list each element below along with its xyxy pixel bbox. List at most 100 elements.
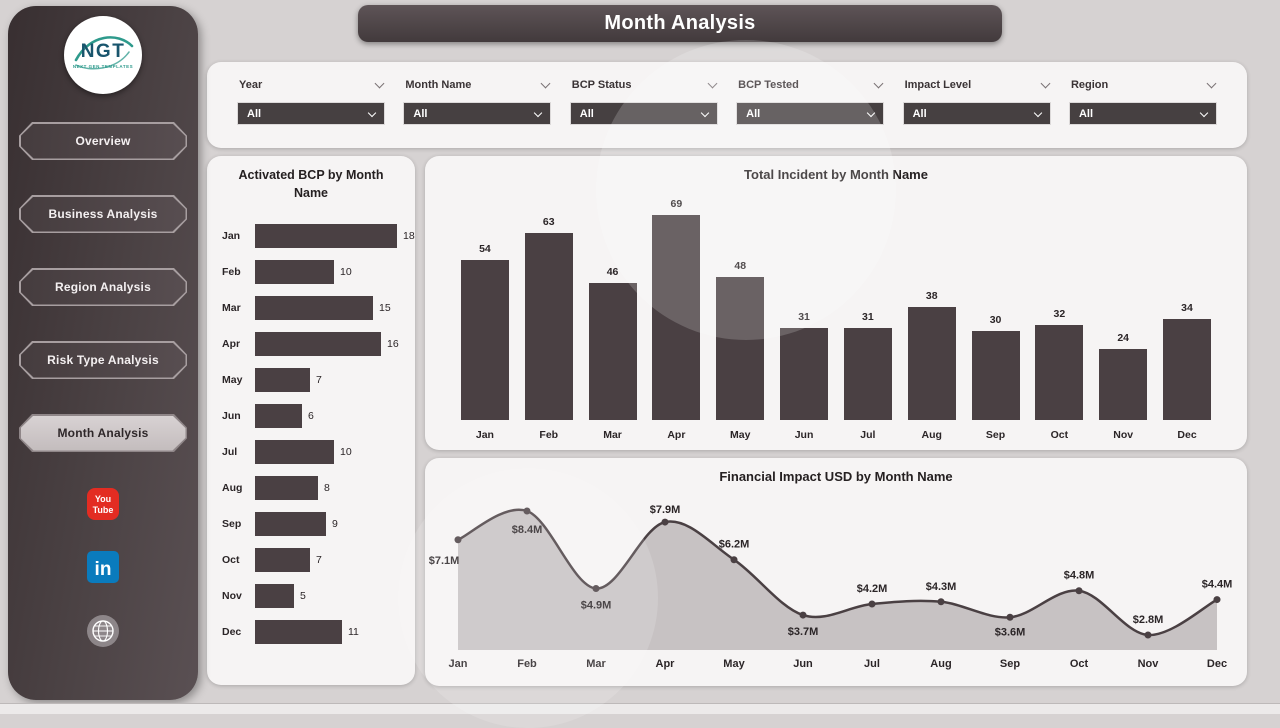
bar[interactable] — [255, 512, 326, 536]
youtube-link[interactable]: You Tube — [86, 487, 120, 521]
value-label: 46 — [606, 266, 619, 278]
filter-dropdown-bcp-status[interactable]: All — [569, 102, 718, 125]
bar[interactable] — [843, 328, 892, 420]
activated-bcp-chart: Jan 18 Feb 10 Mar 15 Apr 16 May 7 Jun 6 Jul 10 Aug 8 Sep… — [207, 202, 415, 644]
total-incident-title: Total Incident by Month Name — [744, 167, 928, 182]
svg-text:in: in — [95, 559, 112, 580]
data-point[interactable] — [523, 507, 531, 515]
sidebar-item-label: Risk Type Analysis — [47, 353, 159, 367]
bar[interactable] — [255, 584, 294, 608]
value-label: $2.8M — [1133, 614, 1164, 626]
bar[interactable] — [588, 283, 637, 420]
data-point[interactable] — [592, 585, 600, 592]
sidebar-item-label: Business Analysis — [48, 207, 158, 221]
category-label: Jan — [449, 658, 468, 670]
value-label: 10 — [340, 266, 352, 278]
chevron-down-icon — [1040, 78, 1051, 88]
bar[interactable] — [1163, 319, 1212, 420]
data-point[interactable] — [799, 611, 807, 619]
bar[interactable] — [255, 224, 397, 248]
activated-bcp-title: Activated BCP by Month Name — [238, 168, 384, 200]
data-point[interactable] — [1213, 596, 1221, 604]
value-label: $3.6M — [995, 626, 1026, 638]
bar[interactable] — [652, 215, 701, 420]
filter-header: Region — [1069, 77, 1217, 93]
bar[interactable] — [255, 368, 310, 392]
bar[interactable] — [255, 548, 310, 572]
value-label: 69 — [670, 198, 683, 210]
bar[interactable] — [780, 328, 829, 420]
bar[interactable] — [255, 296, 373, 320]
column-slot: 32 Oct — [1027, 190, 1091, 442]
filter-header: BCP Tested — [736, 77, 884, 93]
bar[interactable] — [1035, 325, 1084, 420]
filter-header: Impact Level — [903, 77, 1051, 93]
category-label: Jan — [475, 429, 494, 441]
social-links: You Tube in — [8, 487, 198, 649]
data-point[interactable] — [1006, 613, 1014, 621]
filter-month-name: Month Name All — [403, 77, 552, 148]
category-label: Oct — [1070, 658, 1089, 670]
category-label: Jul — [222, 446, 238, 458]
data-point[interactable] — [730, 556, 738, 564]
bar[interactable] — [255, 404, 302, 428]
filter-bcp-status: BCP Status All — [569, 77, 718, 148]
ngt-logo: NGT NEXT GEN TEMPLATES — [64, 16, 142, 94]
sidebar-item-overview[interactable]: Overview — [19, 122, 187, 160]
bar[interactable] — [255, 332, 381, 356]
sidebar-item-risk-type-analysis[interactable]: Risk Type Analysis — [19, 341, 187, 379]
bar[interactable] — [716, 277, 765, 420]
category-label: Mar — [586, 658, 606, 670]
category-label: May — [222, 374, 243, 386]
bar-row: Mar 15 — [222, 296, 407, 320]
value-label: $4.8M — [1064, 570, 1095, 582]
filter-label: Impact Level — [904, 79, 972, 91]
value-label: 9 — [332, 518, 338, 530]
category-label: Jun — [794, 429, 814, 441]
value-label: 8 — [324, 482, 330, 494]
filter-dropdown-year[interactable]: All — [237, 102, 385, 125]
sidebar-item-label: Overview — [75, 134, 131, 148]
data-point[interactable] — [937, 598, 945, 606]
financial-impact-panel: Financial Impact USD by Month Name $7.1M… — [425, 458, 1247, 686]
filter-selected-value: All — [1078, 107, 1094, 120]
svg-text:Tube: Tube — [93, 505, 114, 515]
bar[interactable] — [1099, 349, 1148, 420]
sidebar-item-month-analysis[interactable]: Month Analysis — [19, 414, 187, 452]
category-label: Mar — [603, 429, 622, 441]
filter-dropdown-impact-level[interactable]: All — [902, 102, 1051, 125]
bar[interactable] — [460, 260, 509, 420]
bar[interactable] — [907, 307, 956, 420]
data-point[interactable] — [454, 536, 462, 544]
value-label: 32 — [1053, 308, 1066, 320]
value-label: $4.4M — [1202, 579, 1233, 591]
svg-text:You: You — [95, 494, 111, 504]
data-point[interactable] — [868, 600, 876, 608]
value-label: 34 — [1181, 302, 1193, 314]
bar[interactable] — [255, 620, 342, 644]
linkedin-link[interactable]: in — [86, 550, 120, 584]
filter-dropdown-bcp-tested[interactable]: All — [736, 102, 885, 125]
financial-impact-chart: $7.1M Jan $8.4M Feb $4.9M Mar $7.9M Apr $6.2M May… — [429, 504, 1233, 670]
value-label: 7 — [316, 374, 322, 386]
data-point[interactable] — [1075, 587, 1083, 595]
bar[interactable] — [971, 331, 1020, 420]
data-point[interactable] — [661, 518, 669, 526]
category-label: Apr — [667, 429, 686, 441]
linkedin-icon: in — [87, 551, 119, 583]
value-label: 48 — [734, 260, 747, 272]
filter-dropdown-month-name[interactable]: All — [403, 102, 552, 125]
nav-button-face: Overview — [21, 124, 186, 159]
logo-text: NGT — [80, 41, 126, 62]
sidebar-item-business-analysis[interactable]: Business Analysis — [19, 195, 187, 233]
website-link[interactable] — [85, 613, 121, 649]
column-slot: 30 Sep — [964, 190, 1028, 442]
bar[interactable] — [255, 440, 334, 464]
data-point[interactable] — [1144, 631, 1152, 639]
filter-label: Region — [1070, 79, 1109, 91]
bar[interactable] — [255, 476, 318, 500]
filter-dropdown-region[interactable]: All — [1068, 102, 1217, 125]
sidebar-item-region-analysis[interactable]: Region Analysis — [19, 268, 187, 306]
bar[interactable] — [524, 233, 573, 420]
bar[interactable] — [255, 260, 334, 284]
